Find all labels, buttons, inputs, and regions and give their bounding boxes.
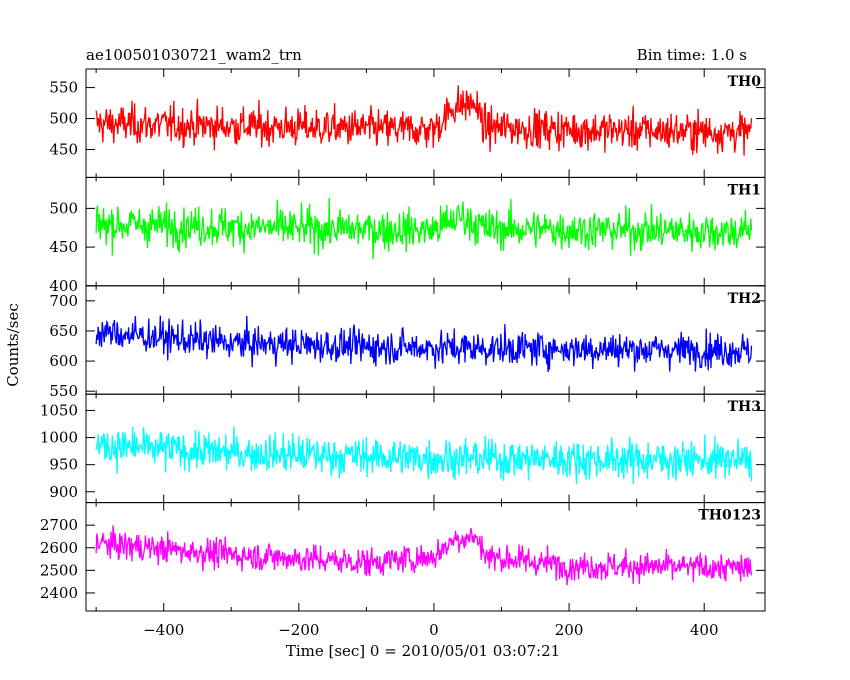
x-tick-label: −400 <box>143 621 184 639</box>
x-tick-label: 0 <box>429 621 439 639</box>
y-tick-label: 900 <box>49 483 78 501</box>
series-line-th1 <box>95 197 753 260</box>
panel-th1: 400 450 500 TH1 <box>49 176 766 295</box>
y-tick-label: 2600 <box>40 539 78 557</box>
panel-th0123: 2400 2500 2600 2700 TH0123 <box>40 502 766 612</box>
y-tick-label: 500 <box>49 199 78 217</box>
y-tick-label: 700 <box>49 292 78 310</box>
y-tick-label: 400 <box>49 277 78 295</box>
y-tick-label: 1050 <box>40 401 78 419</box>
y-tick-label: 450 <box>49 238 78 256</box>
y-tick-label: 1000 <box>40 429 78 447</box>
panel-label: TH3 <box>728 399 761 415</box>
panel-label: TH0123 <box>698 508 761 524</box>
series-line-th2 <box>95 315 753 373</box>
chart-title: ae100501030721_wam2_trn <box>86 46 302 64</box>
bin-time-label: Bin time: 1.0 s <box>637 46 747 64</box>
y-tick-label: 2700 <box>40 516 78 534</box>
series-line-th3 <box>95 426 753 484</box>
y-tick-label: 550 <box>49 79 78 97</box>
x-tick-label: 400 <box>690 621 719 639</box>
panel-th3: 900 950 1000 1050 TH3 <box>40 393 766 504</box>
y-tick-label: 550 <box>49 382 78 400</box>
panel-label: TH1 <box>728 182 761 198</box>
panels: 450 500 550 TH0 400 450 500 TH1 550 600 650 700 TH2 9… <box>40 68 766 639</box>
series-line-th0123 <box>95 525 753 586</box>
panel-frame <box>85 502 766 612</box>
y-tick-label: 600 <box>49 352 78 370</box>
panel-label: TH0 <box>728 74 762 90</box>
y-tick-label: 950 <box>49 456 78 474</box>
panel-th0: 450 500 550 TH0 <box>49 68 766 178</box>
y-tick-label: 500 <box>49 110 78 128</box>
series-line-th0 <box>95 85 753 156</box>
x-tick-label: 200 <box>555 621 584 639</box>
y-tick-label: 650 <box>49 322 78 340</box>
x-tick-label: −200 <box>278 621 319 639</box>
y-axis-label: Counts/sec <box>4 303 22 387</box>
y-tick-label: 2500 <box>40 561 78 579</box>
y-tick-label: 450 <box>49 141 78 159</box>
x-axis-label: Time [sec] 0 = 2010/05/01 03:07:21 <box>286 642 560 660</box>
panel-th2: 550 600 650 700 TH2 <box>49 285 766 400</box>
panel-label: TH2 <box>728 291 761 307</box>
y-tick-label: 2400 <box>40 584 78 602</box>
